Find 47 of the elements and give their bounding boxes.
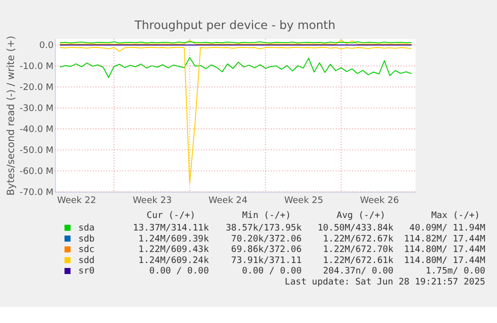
text: 73.91k/371.11	[231, 256, 302, 266]
legend-label: sdb	[78, 234, 95, 244]
text: 1.24M/609.39k	[138, 234, 210, 244]
line-series	[59, 57, 412, 78]
y-axis-title: Bytes/second read (-) / write (+)	[6, 36, 18, 196]
text: Avg (-/+)	[336, 210, 386, 221]
text: 1.75m/ 0.00	[426, 266, 486, 277]
x-tick-label: Week 26	[360, 196, 400, 206]
y-tick-label: -10.0 M	[20, 62, 54, 72]
legend-label: sdc	[78, 245, 95, 256]
text: 70.20k/372.06	[231, 234, 302, 244]
text: Min (-/+)	[242, 210, 291, 221]
line-series	[59, 46, 412, 184]
text: 114.80M/ 17.44M	[404, 245, 486, 256]
chart-title: Throughput per device - by month	[134, 18, 336, 32]
text: 1.22M/672.70k	[323, 245, 394, 256]
text: 114.80M/ 17.44M	[404, 256, 486, 266]
text: 1.22M/672.61k	[323, 256, 394, 266]
text: Max (-/+)	[431, 210, 480, 221]
y-tick-label: -20.0 M	[20, 83, 54, 94]
text: 1.24M/609.24k	[138, 256, 210, 266]
text: 204.37n/ 0.00	[323, 266, 394, 277]
text: Cur (-/+)	[146, 210, 196, 221]
legend-label: sr0	[78, 266, 95, 277]
text: 40.09M/ 11.94M	[409, 223, 486, 234]
text: 38.57k/173.95k	[226, 223, 302, 234]
text: 0.00 / 0.00	[242, 266, 302, 277]
y-tick-label: 0.0	[39, 41, 54, 52]
y-tick-label: -70.0 M	[20, 188, 54, 198]
x-tick-label: Week 24	[208, 196, 248, 206]
legend-label: sdd	[78, 256, 95, 266]
text: 114.82M/ 17.44M	[404, 234, 486, 244]
y-tick-label: -40.0 M	[20, 125, 54, 136]
text: 10.50M/433.84k	[318, 223, 394, 234]
x-tick-label: Week 25	[284, 196, 324, 206]
y-tick-label: -30.0 M	[20, 104, 54, 114]
x-tick-label: Week 22	[57, 196, 96, 206]
text: 1.22M/609.43k	[138, 245, 210, 256]
text: 13.37M/314.11k	[133, 223, 210, 234]
legend-label: sda	[78, 223, 95, 234]
x-tick-label: Week 23	[132, 196, 172, 206]
text: 69.86k/372.06	[231, 245, 302, 256]
y-tick-label: -60.0 M	[20, 166, 54, 177]
text: 1.22M/672.67k	[323, 234, 394, 244]
y-tick-label: -50.0 M	[20, 146, 54, 156]
text: 0.00 / 0.00	[149, 266, 209, 277]
text: Last update: Sat Jun 28 19:21:57 2025	[284, 278, 486, 288]
